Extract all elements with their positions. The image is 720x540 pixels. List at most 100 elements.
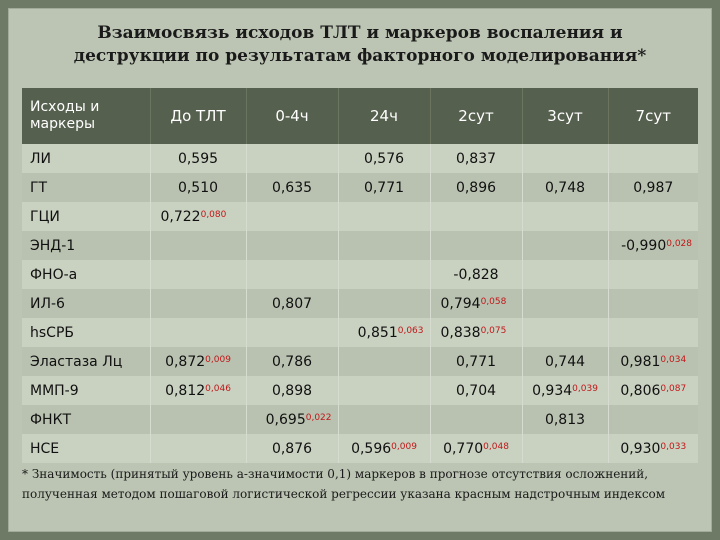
coefficient-value: 0,722 <box>160 208 201 225</box>
cell-7days: 0,9810,034 <box>607 347 698 376</box>
table-row: НСЕ 0,876 0,5960,009 0,7700,048 0,9300,033 <box>22 434 698 463</box>
coefficient-value: 0,813 <box>544 411 586 428</box>
cell-7days <box>607 405 698 434</box>
coefficient-value: 0,987 <box>633 179 674 196</box>
coefficient-value: 0,748 <box>544 179 586 196</box>
table-row: ЛИ 0,595 0,576 0,837 <box>22 144 698 173</box>
title-line-2: деструкции по результатам факторного мод… <box>73 46 647 66</box>
cell-24h: 0,576 <box>337 144 430 173</box>
significance-superscript: 0,075 <box>480 325 507 336</box>
table-row: hsСРБ 0,8510,063 0,8380,075 <box>22 318 698 347</box>
significance-superscript: 0,048 <box>483 441 509 452</box>
cell-0-4h <box>245 144 338 173</box>
row-label: ФНО-а <box>22 260 150 289</box>
cell-3days <box>521 231 608 260</box>
coefficient-value: 0,510 <box>177 179 219 196</box>
row-label: ЛИ <box>22 144 150 173</box>
cell-before-tlt: 0,510 <box>149 173 246 202</box>
header-outcomes-markers: Исходы и маркеры <box>22 88 150 144</box>
coefficient-value: 0,837 <box>455 150 497 167</box>
cell-7days: 0,9300,033 <box>607 434 698 463</box>
row-label: Эластаза Лц <box>22 347 150 376</box>
significance-superscript: 0,058 <box>480 296 507 307</box>
table-row: ММП-9 0,8120,046 0,898 0,704 0,9340,039 0,806… <box>22 376 698 405</box>
coefficient-value: 0,898 <box>271 382 313 399</box>
cell-0-4h: 0,635 <box>245 173 338 202</box>
cell-3days: 0,748 <box>521 173 608 202</box>
cell-2days <box>429 231 522 260</box>
cell-24h <box>337 289 430 318</box>
header-0-4h: 0-4ч <box>245 88 338 144</box>
cell-7days: 0,8060,087 <box>607 376 698 405</box>
significance-superscript: 0,046 <box>205 383 231 394</box>
coefficient-value: 0,876 <box>271 440 313 457</box>
slide-title: Взаимосвязь исходов ТЛТ и маркеров воспа… <box>20 22 700 68</box>
cell-2days: 0,771 <box>429 347 522 376</box>
title-line-1: Взаимосвязь исходов ТЛТ и маркеров воспа… <box>97 23 623 43</box>
coefficient-value: 0,771 <box>363 179 405 196</box>
cell-before-tlt <box>149 231 246 260</box>
coefficient-value: 0,812 <box>165 382 206 399</box>
cell-2days: 0,7940,058 <box>429 289 522 318</box>
coefficient-value: 0,806 <box>620 382 661 399</box>
cell-2days <box>429 202 522 231</box>
significance-superscript: 0,080 <box>200 209 227 220</box>
coefficient-value: -0,828 <box>453 266 499 283</box>
cell-3days: 0,9340,039 <box>521 376 608 405</box>
cell-before-tlt <box>149 289 246 318</box>
table-header-row: Исходы и маркеры До ТЛТ 0-4ч 24ч 2сут 3с… <box>22 88 698 144</box>
cell-0-4h <box>245 318 338 347</box>
coefficient-value: 0,794 <box>440 295 481 312</box>
cell-3days <box>521 260 608 289</box>
table-row: ГТ 0,510 0,635 0,771 0,896 0,748 0,987 <box>22 173 698 202</box>
results-table: Исходы и маркеры До ТЛТ 0-4ч 24ч 2сут 3с… <box>22 88 698 463</box>
table-row: ГЦИ 0,7220,080 <box>22 202 698 231</box>
header-2days: 2сут <box>429 88 522 144</box>
cell-7days <box>607 318 698 347</box>
cell-3days <box>521 318 608 347</box>
cell-3days <box>521 434 608 463</box>
cell-before-tlt: 0,8720,009 <box>149 347 246 376</box>
cell-3days: 0,744 <box>521 347 608 376</box>
cell-0-4h: 0,807 <box>245 289 338 318</box>
significance-superscript: 0,039 <box>572 383 598 394</box>
table-row: ИЛ-6 0,807 0,7940,058 <box>22 289 698 318</box>
cell-0-4h: 0,6950,022 <box>245 405 338 434</box>
cell-before-tlt: 0,8120,046 <box>149 376 246 405</box>
cell-24h <box>337 202 430 231</box>
cell-24h: 0,8510,063 <box>337 318 430 347</box>
cell-24h <box>337 376 430 405</box>
cell-before-tlt: 0,595 <box>149 144 246 173</box>
significance-superscript: 0,009 <box>205 354 231 365</box>
table-row: ЭНД-1 -0,9900,028 <box>22 231 698 260</box>
coefficient-value: 0,596 <box>351 440 392 457</box>
row-label: ММП-9 <box>22 376 150 405</box>
coefficient-value: 0,595 <box>177 150 219 167</box>
coefficient-value: 0,771 <box>455 353 497 370</box>
cell-2days: 0,8380,075 <box>429 318 522 347</box>
table-row: ФНКТ 0,6950,022 0,813 <box>22 405 698 434</box>
cell-2days: 0,704 <box>429 376 522 405</box>
cell-2days: 0,7700,048 <box>429 434 522 463</box>
cell-0-4h: 0,876 <box>245 434 338 463</box>
coefficient-value: 0,981 <box>620 353 661 370</box>
cell-0-4h: 0,898 <box>245 376 338 405</box>
coefficient-value: 0,872 <box>165 353 206 370</box>
cell-3days <box>521 289 608 318</box>
table-row: Эластаза Лц 0,8720,009 0,786 0,771 0,744 0,98… <box>22 347 698 376</box>
table-row: ФНО-а -0,828 <box>22 260 698 289</box>
cell-7days <box>607 144 698 173</box>
cell-2days: 0,837 <box>429 144 522 173</box>
cell-before-tlt <box>149 405 246 434</box>
cell-7days <box>607 202 698 231</box>
cell-24h <box>337 231 430 260</box>
cell-0-4h: 0,786 <box>245 347 338 376</box>
header-24h: 24ч <box>337 88 430 144</box>
cell-before-tlt: 0,7220,080 <box>149 202 246 231</box>
row-label: hsСРБ <box>22 318 150 347</box>
cell-7days: 0,987 <box>607 173 698 202</box>
coefficient-value: 0,896 <box>455 179 497 196</box>
significance-superscript: 0,087 <box>660 383 687 394</box>
cell-24h <box>337 405 430 434</box>
cell-before-tlt <box>149 434 246 463</box>
